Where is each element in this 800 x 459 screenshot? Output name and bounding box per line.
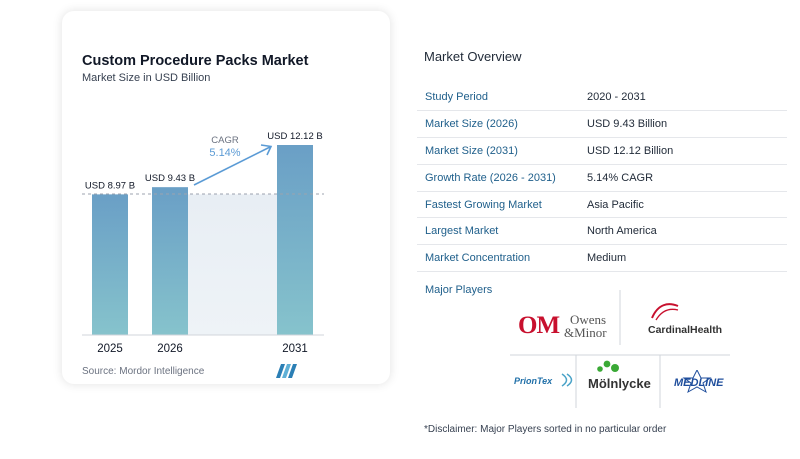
owens-minor-om-mark: OM [518,312,560,339]
overview-row: Growth Rate (2026 - 2031) 5.14% CAGR [417,165,787,192]
overview-row: Fastest Growing Market Asia Pacific [417,192,787,219]
chart-card: Custom Procedure Packs Market Market Siz… [62,11,390,384]
overview-row-value: 2020 - 2031 [587,90,646,103]
overview-row-value: USD 9.43 Billion [587,117,668,130]
major-players-label: Major Players [425,284,493,296]
medline-name: MEDLINE [674,377,724,389]
overview-row-label: Study Period [425,90,488,103]
overview-row-value: North America [587,225,657,238]
bar-2025 [92,194,128,335]
x-tick-label: 2025 [97,343,123,355]
priontex-logo: PrionTex [512,368,576,394]
medline-star-icon [682,370,712,394]
owens-minor-name-line2: &Minor [564,325,607,340]
bar-chart: CAGR 5.14% USD 8.97 B 2025 USD 9.43 B 2026 U… [82,131,324,355]
overview-table: Study Period 2020 - 2031 Market Size (20… [417,84,787,273]
overview-row-label: Fastest Growing Market [425,198,542,211]
cardinal-health-name: CardinalHealth [648,324,723,336]
overview-row-label: Market Size (2026) [425,117,518,130]
molnlycke-logo: Mölnlycke [584,356,660,400]
source-note: Source: Mordor Intelligence [82,366,205,377]
overview-row: Market Size (2026) USD 9.43 Billion [417,111,787,138]
overview-row-label: Market Size (2031) [425,144,518,157]
cagr-label: CAGR [211,135,239,146]
overview-row-value: 5.14% CAGR [587,171,654,184]
overview-row-label: Growth Rate (2026 - 2031) [425,171,556,184]
overview-title: Market Overview [424,49,522,64]
chart-title: Custom Procedure Packs Market [82,53,309,69]
molnlycke-dots-icon [597,360,619,372]
cardinal-health-logo: CardinalHealth [642,300,726,340]
overview-row-value: Medium [587,252,627,265]
bar-data-label: USD 12.12 B [267,131,322,142]
chart-subtitle: Market Size in USD Billion [82,72,211,84]
bar-2031 [277,145,313,335]
overview-row-value: USD 12.12 Billion [587,144,674,157]
disclaimer: *Disclaimer: Major Players sorted in no … [424,424,667,435]
cagr-value: 5.14% [209,147,240,159]
overview-row: Largest Market North America [417,218,787,246]
priontex-name: PrionTex [514,376,553,386]
major-players-logos: OM Owens &Minor CardinalHealth PrionTex [510,290,730,410]
molnlycke-name: Mölnlycke [588,376,651,391]
overview-row-value: Asia Pacific [587,198,644,211]
overview-row: Market Size (2031) USD 12.12 Billion [417,138,787,165]
priontex-mark-icon [561,373,573,387]
cardinal-health-swoosh-icon [651,303,679,321]
players-divider-lines [510,290,730,408]
cagr-arrow [193,144,273,186]
overview-row: Market Concentration Medium [417,245,787,273]
mordor-intelligence-logo-icon [276,364,297,378]
owens-minor-name-line1: Owens [570,312,607,327]
owens-minor-logo: OM Owens &Minor [518,312,618,340]
bar-data-label: USD 8.97 B [85,180,135,191]
bar-2026 [152,187,188,335]
overview-row: Study Period 2020 - 2031 [417,84,787,111]
overview-row-label: Market Concentration [425,252,531,265]
chart-background-panel [188,194,277,335]
bar-data-label: USD 9.43 B [145,173,195,184]
overview-row-label: Largest Market [425,225,499,238]
medline-logo: MEDLINE [670,370,728,396]
x-tick-label: 2026 [157,343,183,355]
x-tick-label: 2031 [282,343,308,355]
